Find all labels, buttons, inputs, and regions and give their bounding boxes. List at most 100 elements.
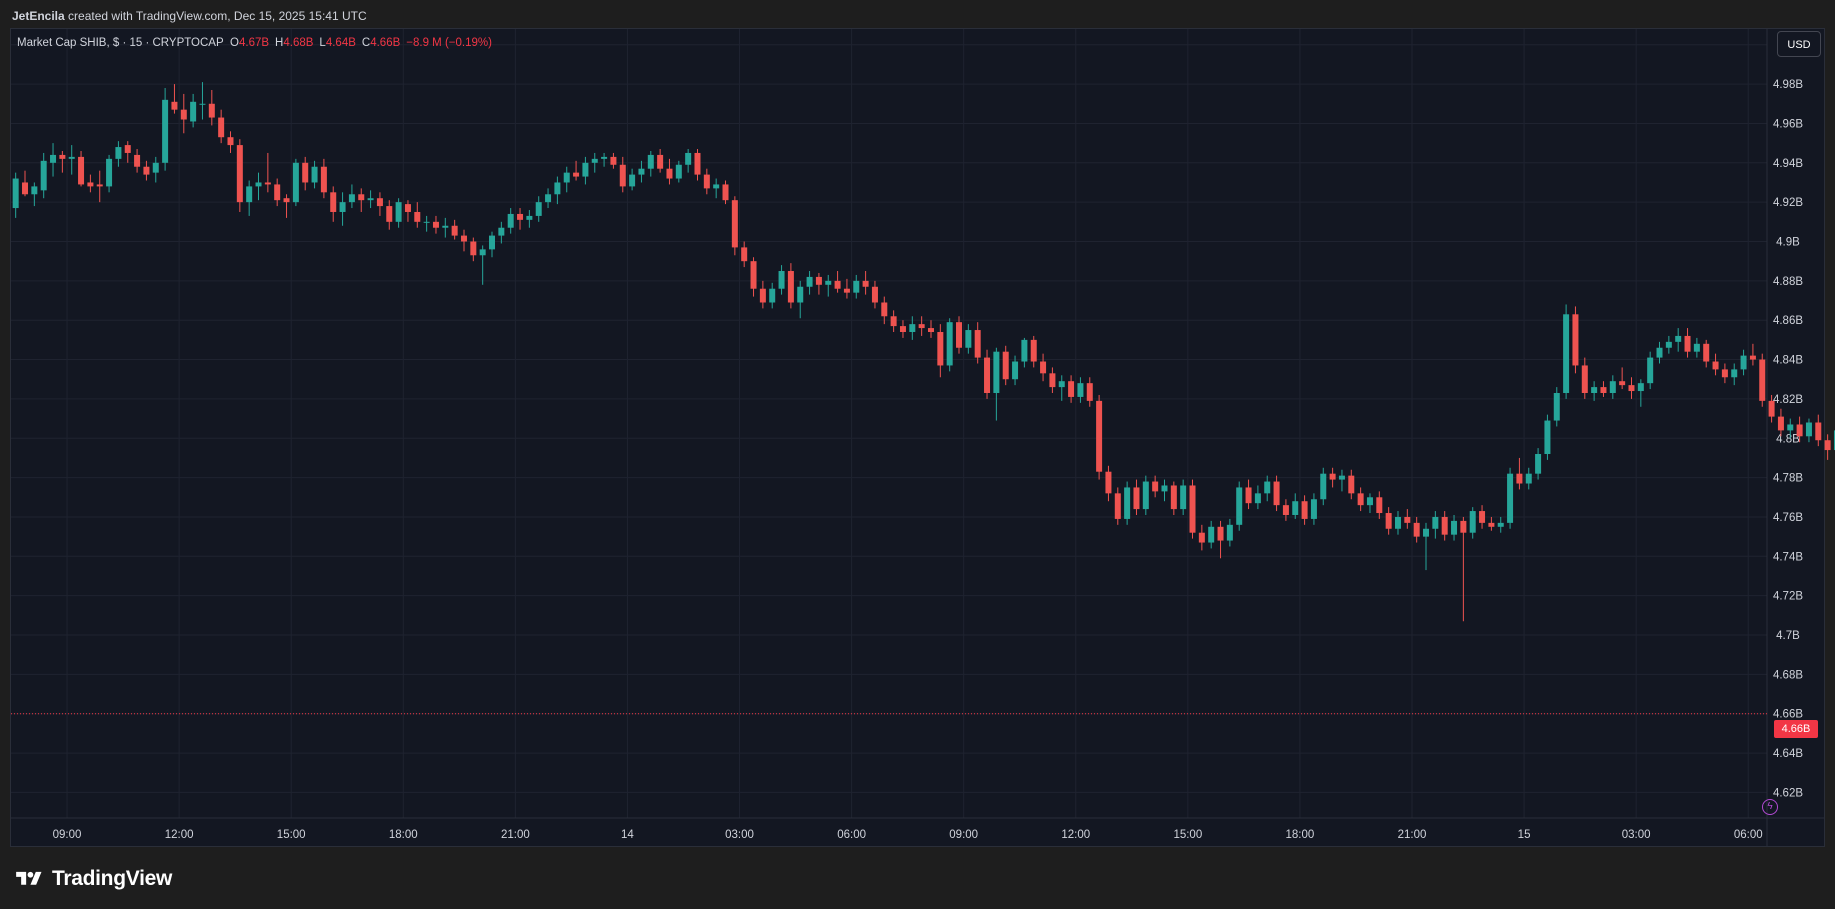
close-value: 4.66B <box>370 37 401 49</box>
attribution-text: created with TradingView.com, Dec 15, 20… <box>64 9 367 23</box>
candle-down <box>1348 475 1355 494</box>
x-tick-label: 03:00 <box>725 829 754 841</box>
y-tick-label: 4.68B <box>1773 669 1803 681</box>
candle-down <box>974 330 981 358</box>
y-tick-label: 4.96B <box>1773 118 1803 130</box>
candle-down <box>722 184 729 201</box>
candle-up <box>909 324 916 333</box>
candle-down <box>180 109 187 120</box>
candle-down <box>815 276 822 285</box>
x-tick-label: 15 <box>1518 829 1531 841</box>
candle-up <box>1553 393 1560 421</box>
candle-down <box>1628 385 1635 392</box>
candle-down <box>610 156 617 165</box>
candle-down <box>1768 400 1775 417</box>
candle-down <box>1600 387 1607 394</box>
candle-up <box>806 276 813 287</box>
candle-up <box>769 288 776 303</box>
candle-up <box>479 249 486 256</box>
candle-down <box>1796 424 1803 437</box>
candle-down <box>96 184 103 187</box>
candle-down <box>236 145 243 203</box>
candle-down <box>227 137 234 146</box>
y-tick-label: 4.7B <box>1776 630 1800 642</box>
candle-down <box>1170 485 1177 510</box>
tradingview-brand[interactable]: TradingView <box>12 866 172 892</box>
candle-down <box>1245 487 1252 504</box>
candle-down <box>1749 355 1756 360</box>
candle-up <box>1021 339 1028 362</box>
candle-up <box>1637 383 1644 392</box>
candle-up <box>675 164 682 179</box>
candle-up <box>1310 499 1317 519</box>
candle-up <box>162 99 169 163</box>
candle-up <box>1320 473 1327 500</box>
candle-up <box>106 158 113 187</box>
candle-down <box>1114 493 1121 519</box>
candle-down <box>1068 381 1075 397</box>
open-label: O <box>230 37 239 49</box>
candle-up <box>1180 485 1187 510</box>
y-tick-label: 4.8B <box>1776 433 1800 445</box>
candle-up <box>526 215 533 220</box>
y-tick-label: 4.94B <box>1773 158 1803 170</box>
candle-up <box>1366 497 1373 506</box>
candle-up <box>1423 528 1430 537</box>
candle-down <box>1198 532 1205 543</box>
candle-up <box>12 178 19 209</box>
candle-down <box>414 211 421 222</box>
x-tick-label: 21:00 <box>1398 829 1427 841</box>
candle-down <box>78 156 85 185</box>
candle-up <box>1338 475 1345 480</box>
candle-up <box>778 271 785 289</box>
candle-down <box>1282 505 1289 515</box>
candle-down <box>302 162 309 183</box>
candle-up <box>601 156 608 159</box>
candle-down <box>1684 335 1691 352</box>
candle-up <box>1833 430 1835 451</box>
candle-up <box>489 235 496 250</box>
candle-down <box>759 288 766 303</box>
candle-down <box>899 326 906 333</box>
candle-down <box>1824 440 1831 451</box>
candle-up <box>1675 335 1682 342</box>
lightning-icon[interactable]: ϟ <box>1762 799 1778 815</box>
y-tick-label: 4.62B <box>1773 787 1803 799</box>
candle-down <box>1479 511 1486 523</box>
candle-down <box>1096 400 1103 472</box>
candle-down <box>87 182 94 187</box>
candle-down <box>358 194 365 201</box>
x-tick-label: 15:00 <box>277 829 306 841</box>
candle-down <box>1413 522 1420 537</box>
candle-up <box>1124 487 1131 519</box>
candle-up <box>685 152 692 165</box>
y-tick-label: 4.9B <box>1776 236 1800 248</box>
candle-down <box>1040 361 1047 374</box>
candle-down <box>1385 513 1392 529</box>
candle-down <box>984 357 991 394</box>
candle-up <box>1451 520 1458 535</box>
currency-button[interactable]: USD <box>1777 31 1821 57</box>
candle-down <box>862 280 869 287</box>
candle-down <box>1404 516 1411 523</box>
candle-down <box>1133 487 1140 510</box>
open-value: 4.67B <box>238 37 270 49</box>
candle-up <box>1497 522 1504 527</box>
candle-down <box>871 286 878 303</box>
candle-up <box>115 147 122 159</box>
y-tick-label: 4.74B <box>1773 551 1803 563</box>
chart-frame <box>10 28 1825 847</box>
candle-down <box>1460 520 1467 533</box>
candle-up <box>1142 481 1149 510</box>
candle-down <box>274 184 281 201</box>
candle-up <box>199 103 206 105</box>
y-tick-label: 4.98B <box>1773 79 1803 91</box>
candle-down <box>927 328 934 333</box>
candle-down <box>460 235 467 242</box>
candle-down <box>890 316 897 327</box>
candle-down <box>619 164 626 187</box>
candle-up <box>629 174 636 187</box>
candle-up <box>1740 355 1747 370</box>
x-tick-label: 15:00 <box>1173 829 1202 841</box>
